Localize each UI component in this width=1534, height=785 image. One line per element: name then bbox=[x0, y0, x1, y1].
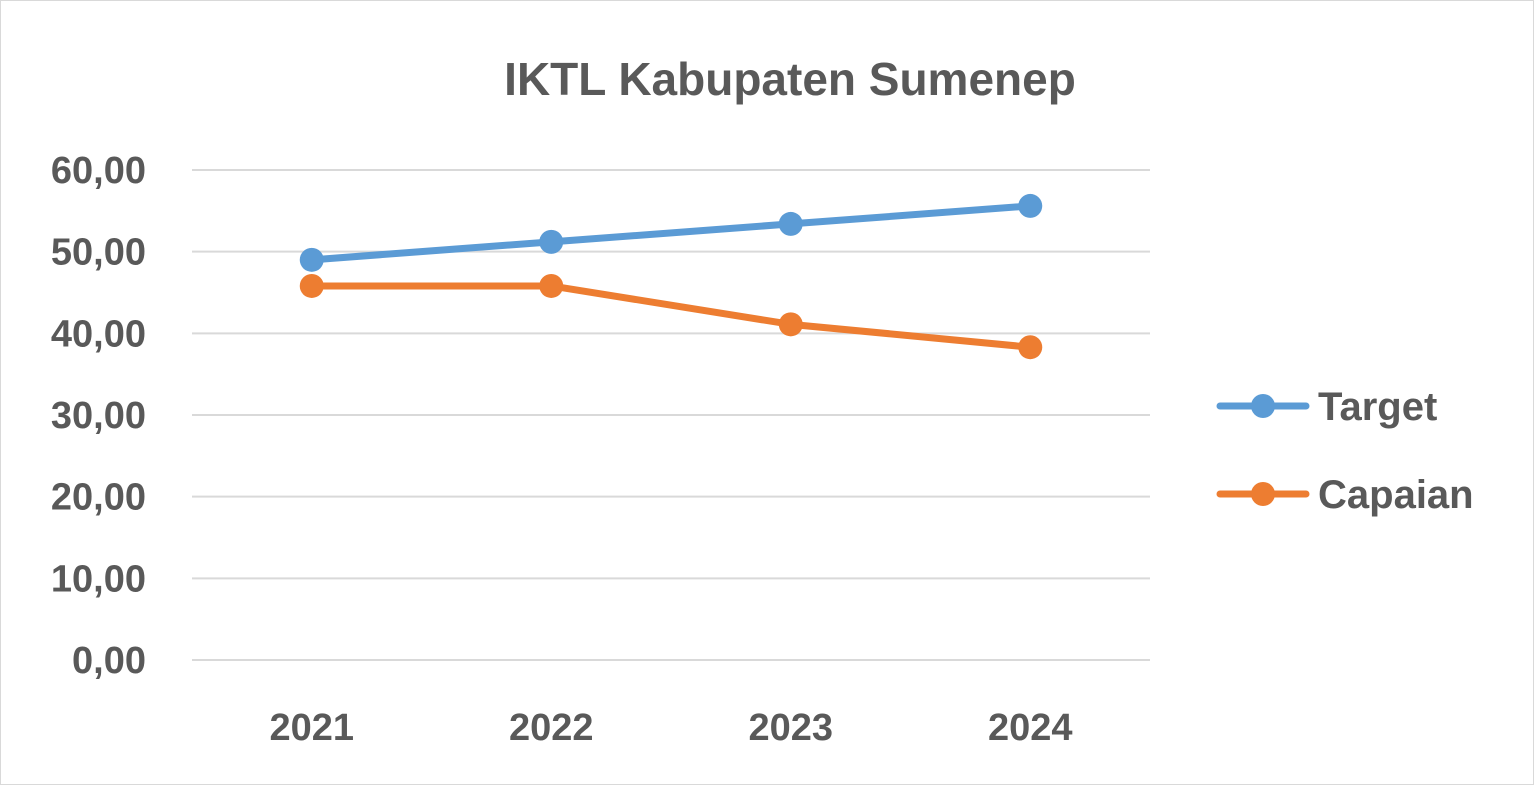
legend-item-capaian: Capaian bbox=[1216, 473, 1474, 517]
data-point-capaian bbox=[299, 273, 324, 298]
data-point-target bbox=[778, 211, 803, 236]
chart-title: IKTL Kabupaten Sumenep bbox=[504, 53, 1076, 105]
y-tick-label: 40,00 bbox=[51, 313, 146, 355]
series-line-capaian bbox=[308, 282, 1034, 351]
data-point-capaian bbox=[1018, 335, 1043, 360]
gridlines bbox=[192, 169, 1150, 661]
data-point-target bbox=[1018, 193, 1043, 218]
legend-marker bbox=[1251, 394, 1275, 418]
x-axis-tick-labels: 2021 2022 2023 2024 bbox=[269, 707, 1072, 749]
x-tick-label: 2021 bbox=[269, 707, 354, 749]
legend: Target Capaian bbox=[1216, 385, 1474, 517]
data-point-target bbox=[539, 229, 564, 254]
series-target bbox=[299, 193, 1043, 272]
data-point-target bbox=[299, 247, 324, 272]
y-tick-label: 50,00 bbox=[51, 232, 146, 274]
y-tick-label: 60,00 bbox=[51, 150, 146, 192]
series-capaian bbox=[299, 273, 1043, 360]
y-tick-label: 10,00 bbox=[51, 558, 146, 600]
legend-label: Target bbox=[1318, 385, 1437, 429]
x-tick-label: 2023 bbox=[748, 707, 833, 749]
data-point-capaian bbox=[539, 273, 564, 298]
x-tick-label: 2022 bbox=[509, 707, 594, 749]
y-axis-tick-labels: 0,00 10,00 20,00 30,00 40,00 50,00 60,00 bbox=[51, 150, 146, 682]
x-tick-label: 2024 bbox=[988, 707, 1073, 749]
y-tick-label: 30,00 bbox=[51, 395, 146, 437]
y-tick-label: 20,00 bbox=[51, 477, 146, 519]
y-tick-label: 0,00 bbox=[72, 640, 146, 682]
series-layer bbox=[299, 193, 1043, 360]
data-point-capaian bbox=[778, 312, 803, 337]
legend-item-target: Target bbox=[1216, 385, 1437, 429]
legend-label: Capaian bbox=[1318, 473, 1474, 517]
legend-marker bbox=[1251, 482, 1275, 506]
series-line-target bbox=[308, 202, 1034, 264]
